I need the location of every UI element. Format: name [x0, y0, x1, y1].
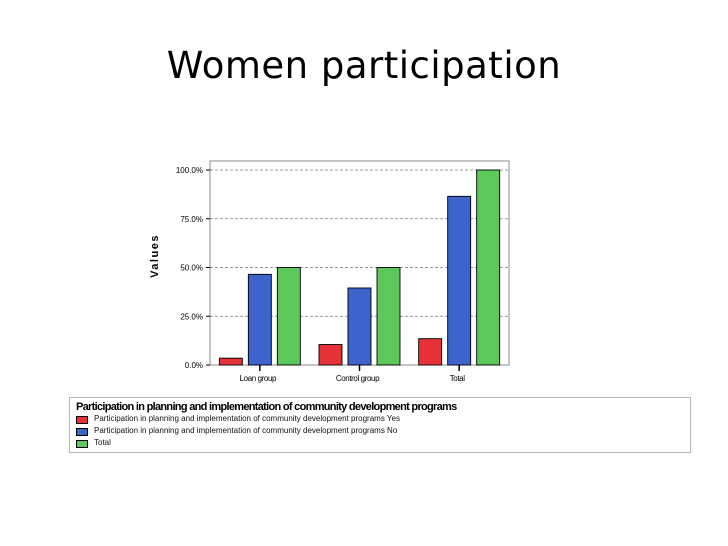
legend-swatch-no	[76, 428, 88, 436]
y-tick-label: 75.0%	[180, 215, 203, 224]
bar	[276, 267, 301, 366]
bar	[418, 338, 443, 366]
bar	[247, 273, 272, 366]
legend-title: Participation in planning and implementa…	[76, 401, 457, 413]
legend-label-yes: Participation in planning and implementa…	[94, 414, 400, 423]
y-axis-label: Values	[149, 234, 161, 278]
x-tick-label: Loan group	[240, 374, 277, 383]
legend-label-no: Participation in planning and implementa…	[94, 426, 398, 435]
bar	[347, 287, 372, 366]
legend-label-total: Total	[94, 438, 111, 447]
legend-swatch-total	[76, 440, 88, 448]
x-tick-label: Control group	[336, 374, 380, 383]
legend: Participation in planning and implementa…	[69, 397, 691, 453]
y-tick-label: 0.0%	[185, 361, 203, 370]
bar	[476, 169, 501, 366]
y-tick-label: 25.0%	[180, 312, 203, 321]
slide-title: Women participation	[166, 44, 562, 87]
bar	[218, 357, 243, 366]
bar	[376, 267, 401, 366]
x-axis-ticks: Loan group Control group Total	[240, 365, 466, 383]
y-tick-label: 100.0%	[176, 166, 203, 175]
x-tick-label: Total	[450, 374, 466, 383]
bar	[447, 195, 472, 366]
y-axis-ticks: 0.0% 25.0% 50.0% 75.0% 100.0%	[176, 166, 210, 370]
legend-swatch-yes	[76, 416, 88, 424]
bar	[318, 344, 343, 366]
bars	[218, 169, 501, 366]
y-tick-label: 50.0%	[180, 264, 203, 273]
